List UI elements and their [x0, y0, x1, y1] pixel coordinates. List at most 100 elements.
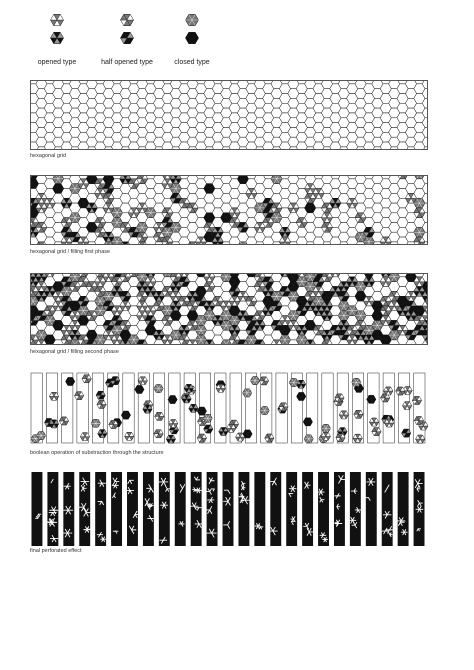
hex-triangle [145, 274, 150, 278]
hex-spoke [307, 276, 311, 282]
hex-triangle [129, 274, 133, 278]
hex-cell [52, 281, 65, 292]
hex-triangle [31, 274, 33, 276]
hex-spoke [167, 227, 171, 233]
hex-outline [423, 241, 427, 244]
hex-cell [379, 236, 392, 244]
hex-triangle [31, 202, 34, 207]
hex-spoke [133, 339, 137, 344]
opened-type-icons [50, 14, 64, 44]
hex-spoke [99, 339, 103, 344]
hex-cell [169, 281, 182, 292]
hex-spoke [74, 217, 79, 223]
hex-triangle [31, 281, 34, 286]
hex-cell [270, 176, 283, 185]
hex-spoke [244, 241, 247, 244]
hex-cell [60, 295, 73, 307]
hex-spoke [209, 310, 213, 316]
hex-triangle [31, 320, 34, 325]
hex-cell [169, 176, 182, 185]
hex-spoke [172, 222, 177, 228]
hex-cell [69, 281, 81, 292]
hex-cell [161, 286, 174, 297]
hex-spoke [351, 310, 356, 316]
hex-cell [120, 14, 134, 26]
hex-cell [279, 286, 291, 297]
hex-cell [111, 305, 123, 316]
hex-cell [69, 212, 81, 223]
hex-spoke [282, 339, 286, 344]
hex-triangle [297, 274, 301, 278]
hex-spoke [248, 334, 252, 341]
hex-spoke [416, 232, 420, 238]
hex-cell [245, 315, 258, 326]
hex-cell [421, 88, 427, 99]
hex-spoke [239, 241, 242, 244]
hex-triangle [31, 212, 34, 217]
hex-spoke [343, 315, 347, 321]
hex-spoke [71, 183, 76, 189]
hex-spoke [301, 334, 305, 341]
hex-triangle [193, 241, 197, 244]
hex-spoke [147, 212, 151, 218]
hex-cell [69, 300, 81, 312]
hex-cell [102, 202, 115, 214]
hex-cell [161, 178, 174, 189]
hex-cell [312, 324, 325, 336]
legend-opened-label: opened type [37, 59, 77, 66]
hex-spoke [281, 334, 286, 341]
hexagonal-grid-drawing [31, 81, 427, 149]
hex-spoke [225, 276, 230, 282]
hex-spoke [200, 325, 205, 331]
hex-spoke [308, 274, 311, 277]
hex-spoke [71, 339, 75, 344]
hex-cell [178, 276, 191, 287]
hex-spoke [74, 276, 79, 282]
hex-spoke [273, 291, 277, 297]
hex-cell [50, 14, 64, 26]
hex-cell [169, 310, 182, 321]
hex-cell [52, 183, 65, 194]
hex-cell [228, 324, 241, 336]
hex-cell [421, 81, 427, 89]
hex-triangle [126, 14, 134, 21]
legend-opened: opened type [17, 12, 97, 66]
hex-spoke [97, 339, 101, 344]
hex-cell [337, 300, 350, 312]
hex-cell [52, 320, 65, 331]
hex-triangle [216, 241, 220, 244]
hex-spoke [198, 339, 202, 344]
hex-spoke [225, 310, 230, 316]
hex-triangle [126, 241, 130, 244]
hex-triangle [105, 241, 112, 244]
hex-outline [421, 88, 427, 99]
hex-spoke [357, 232, 361, 238]
hex-spoke [80, 305, 84, 311]
hex-triangle [238, 241, 242, 244]
hex-spoke [248, 339, 252, 344]
hex-spoke [340, 310, 345, 316]
hex-cell [279, 226, 291, 238]
hex-spoke [74, 274, 77, 277]
hex-cell [253, 202, 266, 214]
hex-spoke [416, 202, 420, 209]
hex-spoke [139, 222, 143, 228]
hex-cell [346, 276, 359, 287]
hex-triangle [37, 241, 41, 244]
hex-spoke [368, 241, 371, 244]
hex-spoke [251, 339, 255, 344]
hex-spoke [46, 320, 51, 326]
hex-cell [162, 274, 173, 278]
hex-cell [312, 305, 325, 316]
hex-spoke [49, 315, 53, 321]
hex-spoke [419, 198, 423, 204]
hex-spoke [116, 325, 121, 331]
hex-outline [421, 222, 427, 233]
hex-spoke [115, 241, 118, 244]
hex-spoke [343, 310, 347, 316]
hex-spoke [150, 207, 154, 213]
hex-spoke [71, 276, 76, 282]
hex-spoke [225, 325, 230, 331]
hex-spoke [251, 334, 255, 341]
hex-outline [421, 136, 427, 148]
